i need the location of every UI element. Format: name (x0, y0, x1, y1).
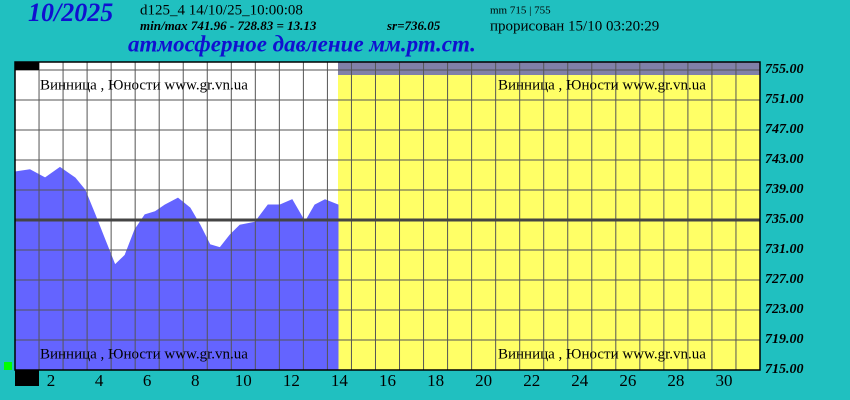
plot-frame (14, 61, 761, 371)
x-tick-label: 30 (715, 371, 732, 390)
y-tick-label: 731.00 (765, 242, 804, 257)
min-max: min/max 741.96 - 728.83 = 13.13 (140, 18, 317, 33)
y-tick-label: 743.00 (765, 152, 804, 167)
x-tick-label: 24 (571, 371, 589, 390)
x-tick-label: 10 (235, 371, 252, 390)
y-tick-label: 747.00 (765, 122, 804, 137)
mean: sr=736.05 (386, 18, 441, 33)
x-tick-label: 20 (475, 371, 492, 390)
future-band (337, 62, 760, 75)
corner-block (15, 370, 39, 386)
x-tick-label: 18 (427, 371, 444, 390)
x-tick-label: 2 (47, 371, 56, 390)
marker (4, 362, 12, 370)
watermark: Винница , Юности www.gr.vn.ua (498, 77, 706, 93)
corner-block (15, 62, 39, 70)
x-tick-label: 26 (619, 371, 636, 390)
y-tick-label: 723.00 (765, 302, 804, 317)
plot: 2 4 6 8 10 12 14 16 18 20 22 24 26 28 30715.00719.0072… (14, 61, 804, 390)
y-tick-label: 735.00 (765, 212, 804, 227)
y-tick-label: 751.00 (765, 92, 804, 107)
y-tick-label: 727.00 (765, 272, 804, 287)
y-tick-label: 739.00 (765, 182, 804, 197)
x-tick-label: 6 (143, 371, 152, 390)
x-tick-label: 28 (667, 371, 684, 390)
x-tick-label: 12 (283, 371, 300, 390)
station-info: d125_4 14/10/25_10:00:08 (140, 2, 303, 18)
y-tick-label: 715.00 (765, 362, 804, 377)
x-tick-label: 16 (379, 371, 396, 390)
drawn-time: прорисован 15/10 03:20:29 (490, 18, 659, 34)
y-tick-label: 719.00 (765, 332, 804, 347)
range-info: mm 715 | 755 (490, 5, 551, 17)
watermark: Винница , Юности www.gr.vn.ua (498, 346, 706, 362)
x-tick-label: 14 (331, 371, 349, 390)
x-tick-label: 8 (191, 371, 200, 390)
watermark: Винница , Юности www.gr.vn.ua (40, 77, 248, 93)
watermark: Винница , Юности www.gr.vn.ua (40, 346, 248, 362)
future-background (337, 62, 760, 370)
period: 10/2025 (28, 0, 113, 27)
x-tick-label: 4 (95, 371, 104, 390)
chart-title: атмосферное давление мм.рт.ст. (128, 31, 476, 56)
x-tick-label: 22 (523, 371, 540, 390)
y-tick-label: 755.00 (765, 62, 804, 77)
